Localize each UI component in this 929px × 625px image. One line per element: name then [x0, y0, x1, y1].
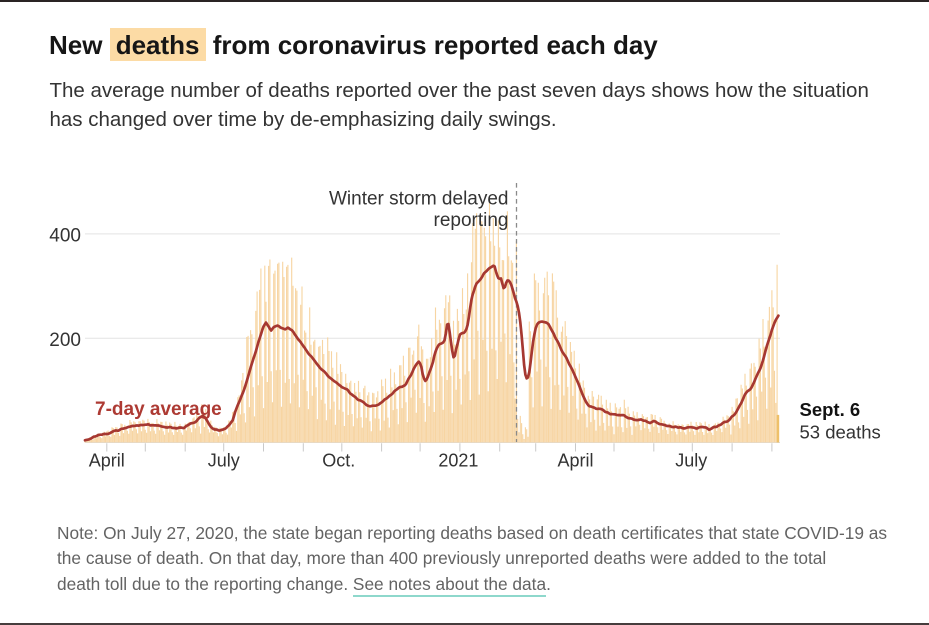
svg-text:Oct.: Oct. [322, 451, 355, 471]
svg-text:July: July [208, 451, 240, 471]
svg-text:400: 400 [49, 226, 81, 247]
svg-text:Winter storm delayed: Winter storm delayed [329, 189, 509, 210]
svg-text:April: April [89, 451, 125, 471]
svg-text:reporting: reporting [434, 210, 509, 231]
svg-text:53 deaths: 53 deaths [800, 422, 881, 443]
svg-text:7-day average: 7-day average [95, 399, 222, 420]
svg-text:2021: 2021 [438, 451, 478, 471]
svg-text:April: April [557, 451, 593, 471]
svg-text:July: July [675, 451, 707, 471]
svg-text:200: 200 [49, 330, 81, 351]
svg-text:Sept. 6: Sept. 6 [800, 399, 861, 420]
